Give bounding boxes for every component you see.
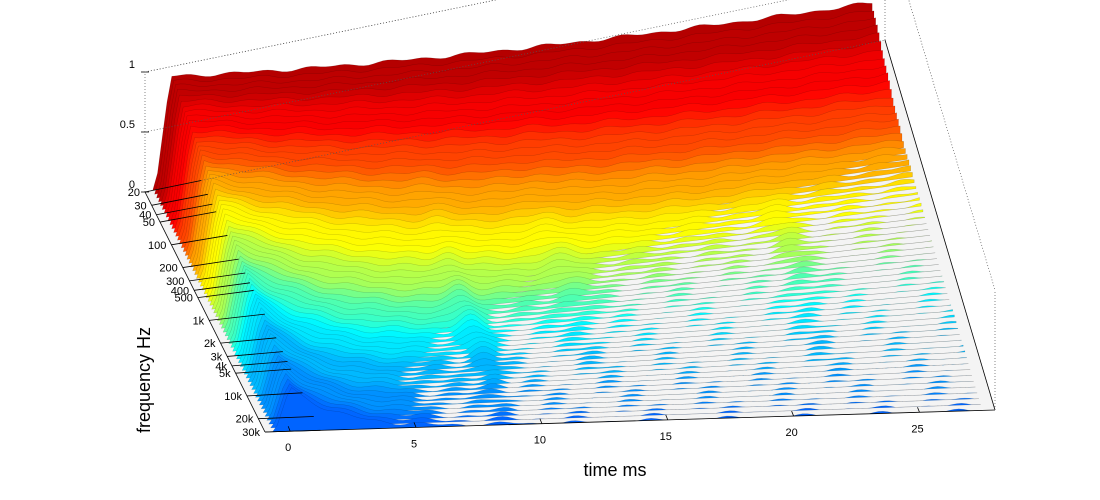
y-tick-mark <box>151 193 208 206</box>
surface-slice <box>247 324 960 383</box>
x-tick-mark <box>791 410 794 417</box>
surface-slice <box>249 328 962 387</box>
y-tick-label: 2k <box>204 338 216 350</box>
y-tick-mark <box>264 429 321 433</box>
y-tick-label: 3k <box>211 351 223 363</box>
x-tick-label: 0 <box>285 442 291 454</box>
y-tick-mark <box>235 368 292 374</box>
surface-plot <box>145 2 995 433</box>
x-tick-mark <box>287 426 291 432</box>
y-tick-mark <box>171 235 228 246</box>
y-tick-mark <box>231 361 288 367</box>
x-axis-line <box>264 409 996 433</box>
y-tick-label: 500 <box>174 293 192 305</box>
y-tick-mark <box>209 313 265 321</box>
y-tick-label: 30k <box>242 427 260 439</box>
y-tick-label: 300 <box>166 276 184 288</box>
z-tick-label: 0.5 <box>120 119 135 131</box>
x-tick-label: 10 <box>534 435 546 447</box>
y-tick-mark <box>159 211 217 223</box>
top-right-edge <box>908 0 996 291</box>
y-tick-label: 20k <box>236 414 254 426</box>
z-tick-label: 0 <box>129 179 135 191</box>
x-tick-label: 15 <box>660 431 672 443</box>
y-tick-label: 5k <box>219 368 231 380</box>
y-tick-mark <box>227 351 283 357</box>
y-tick-mark <box>182 258 239 268</box>
time-axis-ticks: 0 5 10 15 20 25 <box>285 407 924 454</box>
x-tick-label: 20 <box>785 427 797 439</box>
right-axis-line <box>884 39 996 411</box>
y-tick-mark <box>220 337 277 344</box>
y-axis-label: frequency Hz <box>134 327 154 433</box>
surface-slice <box>245 319 959 379</box>
y-tick-label: 50 <box>143 217 155 229</box>
surface-slice <box>251 333 964 390</box>
surface-slice <box>224 264 939 337</box>
x-tick-mark <box>665 414 669 421</box>
x-axis-label: time ms <box>584 460 647 480</box>
y-tick-label: 40 <box>139 210 151 222</box>
z-tick-label: 1 <box>129 59 135 71</box>
x-tick-label: 5 <box>411 438 417 450</box>
y-tick-mark <box>194 282 251 291</box>
y-tick-label: 200 <box>159 263 177 275</box>
y-tick-mark <box>246 392 303 397</box>
surface-slice <box>239 301 953 367</box>
y-tick-mark <box>258 416 314 420</box>
x-tick-mark <box>917 407 920 413</box>
x-tick-mark <box>413 422 417 428</box>
x-tick-mark <box>539 418 543 424</box>
y-tick-mark <box>156 203 213 216</box>
z-axis-ticks: 00.51 <box>120 0 790 193</box>
y-tick-label: 4k <box>215 361 227 373</box>
y-tick-label: 10k <box>224 391 242 403</box>
y-tick-label: 30 <box>134 200 146 212</box>
y-tick-mark <box>189 272 246 282</box>
y-tick-mark <box>197 290 254 299</box>
surface-slice <box>241 307 955 371</box>
y-tick-label: 1k <box>193 315 205 327</box>
y-tick-label: 100 <box>148 240 166 252</box>
y-tick-label: 400 <box>171 285 189 297</box>
y-tick-mark <box>144 180 202 193</box>
y-axis-line <box>144 191 266 433</box>
surface-slice <box>243 313 957 375</box>
y-tick-label: 20 <box>128 187 140 199</box>
x-tick-label: 25 <box>911 423 923 435</box>
